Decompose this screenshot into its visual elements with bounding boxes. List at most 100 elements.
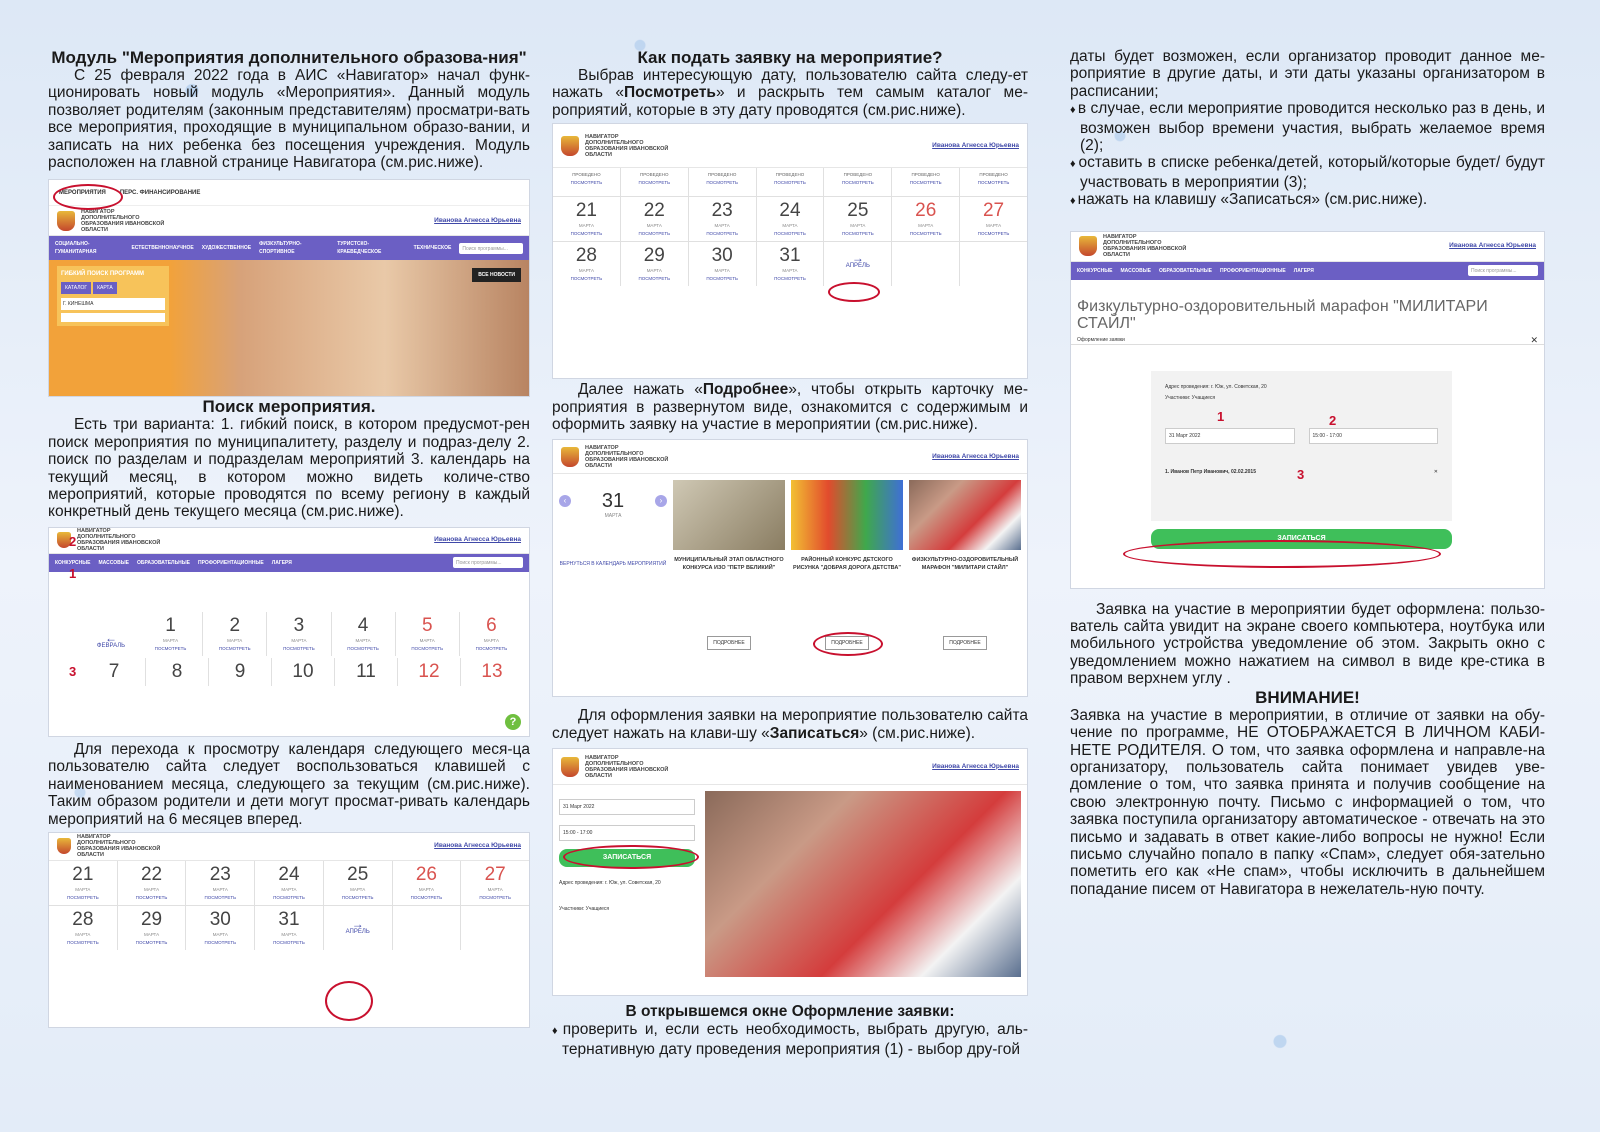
day-cell[interactable]: 22 МАРТА ПОСМОТРЕТЬ <box>117 860 186 905</box>
day-cell[interactable]: 24 МАРТА ПОСМОТРЕТЬ <box>255 860 323 905</box>
day-cell[interactable]: 12 <box>398 657 460 686</box>
search-input[interactable]: Поиск программы... <box>1468 265 1538 277</box>
day-cell[interactable]: 24 МАРТА ПОСМОТРЕТЬ <box>756 197 824 242</box>
nav-item[interactable]: ХУДОЖЕСТВЕННОЕ <box>201 245 252 252</box>
day-cell[interactable]: 31 МАРТА ПОСМОТРЕТЬ <box>756 242 824 287</box>
event-photo <box>791 480 903 551</box>
day-cell[interactable]: 13 <box>461 657 523 686</box>
catalog-button[interactable]: КАТАЛОГ <box>61 282 92 295</box>
apply-step1: Выбрав интересующую дату, пользователю с… <box>552 67 1028 119</box>
day-cell[interactable]: 29 МАРТА ПОСМОТРЕТЬ <box>117 905 186 950</box>
day-cell[interactable]: 9 <box>209 657 271 686</box>
day-cell[interactable]: 27 МАРТА ПОСМОТРЕТЬ <box>461 860 529 905</box>
close-icon[interactable]: ✕ <box>1530 334 1538 345</box>
day-cell[interactable]: 11 <box>335 657 397 686</box>
remove-child-icon[interactable]: ✕ <box>1433 468 1438 475</box>
day-cell[interactable]: 5 МАРТА ПОСМОТРЕТЬ <box>395 611 459 656</box>
day-cell[interactable]: 22 МАРТА ПОСМОТРЕТЬ <box>620 197 688 242</box>
nav-item[interactable]: МАССОВЫЕ <box>98 559 129 566</box>
region-emblem-icon <box>561 756 579 777</box>
nav-item[interactable]: МАССОВЫЕ <box>1120 267 1151 274</box>
user-name-link[interactable]: Иванова Агнесса Юрьевна <box>932 141 1019 149</box>
day-cell[interactable]: 31 МАРТА ПОСМОТРЕТЬ <box>255 905 323 950</box>
day-cell[interactable]: 30 МАРТА ПОСМОТРЕТЬ <box>186 905 255 950</box>
day-cell[interactable]: 28 МАРТА ПОСМОТРЕТЬ <box>49 905 117 950</box>
more-button[interactable]: ПОДРОБНЕЕ <box>943 636 987 651</box>
area-select[interactable] <box>61 313 165 323</box>
event-card[interactable]: МУНИЦИПАЛЬНЫЙ ЭТАП ОБЛАСТНОГО КОНКУРСА И… <box>673 480 785 651</box>
day-cell[interactable]: ПРОВЕДЕНО ПОСМОТРЕТЬ <box>824 168 892 197</box>
nav-item[interactable]: ФИЗКУЛЬТУРНО-СПОРТИВНОЕ <box>259 241 302 256</box>
april-nav-button[interactable]: → АПРЕЛЬ <box>824 242 892 287</box>
more-button[interactable]: ПОДРОБНЕЕ <box>707 636 751 651</box>
search-input[interactable]: Поиск программы... <box>453 557 523 569</box>
user-name-link[interactable]: Иванова Агнесса Юрьевна <box>434 536 521 544</box>
user-name-link[interactable]: Иванова Агнесса Юрьевна <box>434 842 521 850</box>
day-cell[interactable]: ПРОВЕДЕНО ПОСМОТРЕТЬ <box>756 168 824 197</box>
prev-day-icon[interactable]: ‹ <box>559 495 571 508</box>
nav-item[interactable]: ТЕХНИЧЕСКОЕ <box>413 245 452 252</box>
nav-item[interactable]: СОЦИАЛЬНО-ГУМАНИТАРНАЯ <box>55 241 97 256</box>
map-button[interactable]: КАРТА <box>93 282 117 295</box>
nav-item[interactable]: ЛАГЕРЯ <box>1293 267 1314 274</box>
day-cell[interactable]: 8 <box>146 657 208 686</box>
nav-item[interactable]: ПРОФОРИЕНТАЦИОННЫЕ <box>1220 267 1286 274</box>
day-cell[interactable]: 10 <box>272 657 334 686</box>
date-field[interactable]: 31 Март 2022 <box>1165 427 1295 444</box>
day-cell[interactable]: 21 МАРТА ПОСМОТРЕТЬ <box>49 860 117 905</box>
nav-item[interactable]: ЕСТЕСТВЕННОНАУЧНОЕ <box>131 245 194 252</box>
day-cell[interactable]: ПРОВЕДЕНО ПОСМОТРЕТЬ <box>553 168 620 197</box>
event-card[interactable]: ФИЗКУЛЬТУРНО-ОЗДОРОВИТЕЛЬНЫЙ МАРАФОН "МИ… <box>909 480 1021 651</box>
help-icon[interactable]: ? <box>505 713 521 730</box>
user-name-link[interactable]: Иванова Агнесса Юрьевна <box>932 762 1019 770</box>
participants-label: Участники: Учащиеся <box>559 906 610 913</box>
all-news-button[interactable]: ВСЕ НОВОСТИ <box>472 268 521 283</box>
back-to-calendar-link[interactable]: ВЕРНУТЬСЯ В КАЛЕНДАРЬ МЕРОПРИЯТИЙ <box>559 561 667 568</box>
nav-item[interactable]: ПРОФОРИЕНТАЦИОННЫЕ <box>198 559 264 566</box>
day-cell[interactable]: 1 МАРТА ПОСМОТРЕТЬ <box>139 611 203 656</box>
day-cell[interactable]: 26 МАРТА ПОСМОТРЕТЬ <box>392 860 461 905</box>
day-cell[interactable]: 25 МАРТА ПОСМОТРЕТЬ <box>323 860 392 905</box>
day-cell[interactable]: 28 МАРТА ПОСМОТРЕТЬ <box>553 242 620 287</box>
day-cell[interactable]: 7 <box>83 657 145 686</box>
user-name-link[interactable]: Иванова Агнесса Юрьевна <box>932 452 1019 460</box>
nav-item[interactable]: ОБРАЗОВАТЕЛЬНЫЕ <box>1159 267 1213 274</box>
calendar-grid: 21 МАРТА ПОСМОТРЕТЬ 22 МАРТА ПОСМОТРЕТЬ 23 МА… <box>49 860 529 950</box>
nav-item[interactable]: ЛАГЕРЯ <box>271 559 292 566</box>
nav-item[interactable]: ТУРИСТСКО-КРАЕВЕДЧЕСКОЕ <box>337 241 382 256</box>
time-field[interactable]: 15:00 - 17:00 <box>559 825 695 842</box>
feb-nav-button[interactable]: ← ФЕВРАЛЬ <box>83 612 139 656</box>
day-cell[interactable]: ПРОВЕДЕНО ПОСМОТРЕТЬ <box>960 168 1027 197</box>
day-cell[interactable]: 4 МАРТА ПОСМОТРЕТЬ <box>331 611 395 656</box>
day-cell[interactable]: 2 МАРТА ПОСМОТРЕТЬ <box>203 611 267 656</box>
nav-item[interactable]: ОБРАЗОВАТЕЛЬНЫЕ <box>137 559 191 566</box>
day-cell[interactable]: 25 МАРТА ПОСМОТРЕТЬ <box>824 197 892 242</box>
city-select[interactable]: Г. КИНЕШМА <box>61 298 165 311</box>
day-cell[interactable]: 27 МАРТА ПОСМОТРЕТЬ <box>960 197 1027 242</box>
day-cell[interactable]: 26 МАРТА ПОСМОТРЕТЬ <box>892 197 960 242</box>
event-card[interactable]: РАЙОННЫЙ КОНКУРС ДЕТСКОГО РИСУНКА "ДОБРА… <box>791 480 903 657</box>
date-field[interactable]: 31 Март 2022 <box>559 799 695 816</box>
next-day-icon[interactable]: › <box>655 495 667 508</box>
time-field[interactable]: 15:00 - 17:00 <box>1308 427 1438 444</box>
day-cell[interactable]: 23 МАРТА ПОСМОТРЕТЬ <box>688 197 756 242</box>
finance-tab[interactable]: ПЕРС. ФИНАНСИРОВАНИЕ <box>119 189 201 196</box>
column-1: Модуль "Мероприятия дополнительного обра… <box>48 48 530 1028</box>
nav-item[interactable]: КОНКУРСНЫЕ <box>55 559 91 566</box>
day-cell[interactable]: 23 МАРТА ПОСМОТРЕТЬ <box>186 860 255 905</box>
day-cell[interactable]: ПРОВЕДЕНО ПОСМОТРЕТЬ <box>892 168 960 197</box>
user-name-link[interactable]: Иванова Агнесса Юрьевна <box>434 216 521 224</box>
user-name-link[interactable]: Иванова Агнесса Юрьевна <box>1449 242 1536 250</box>
day-cell[interactable]: 3 МАРТА ПОСМОТРЕТЬ <box>267 611 331 656</box>
homepage-screenshot: МЕРОПРИЯТИЯ ПЕРС. ФИНАНСИРОВАНИЕ НАВИГАТ… <box>48 179 530 398</box>
site-org-name: НАВИГАТОР ДОПОЛНИТЕЛЬНОГО ОБРАЗОВАНИЯ ИВ… <box>585 133 669 158</box>
day-cell[interactable]: ПРОВЕДЕНО ПОСМОТРЕТЬ <box>688 168 756 197</box>
nav-item[interactable]: КОНКУРСНЫЕ <box>1077 267 1113 274</box>
day-cell[interactable]: 21 МАРТА ПОСМОТРЕТЬ <box>553 197 620 242</box>
day-cell[interactable]: ПРОВЕДЕНО ПОСМОТРЕТЬ <box>620 168 688 197</box>
april-nav-button[interactable]: → АПРЕЛЬ <box>323 905 392 950</box>
day-cell[interactable]: 6 МАРТА ПОСМОТРЕТЬ <box>459 611 523 656</box>
search-input[interactable]: Поиск программы... <box>459 242 523 254</box>
day-cell[interactable]: 29 МАРТА ПОСМОТРЕТЬ <box>620 242 688 287</box>
day-cell[interactable]: 30 МАРТА ПОСМОТРЕТЬ <box>688 242 756 287</box>
